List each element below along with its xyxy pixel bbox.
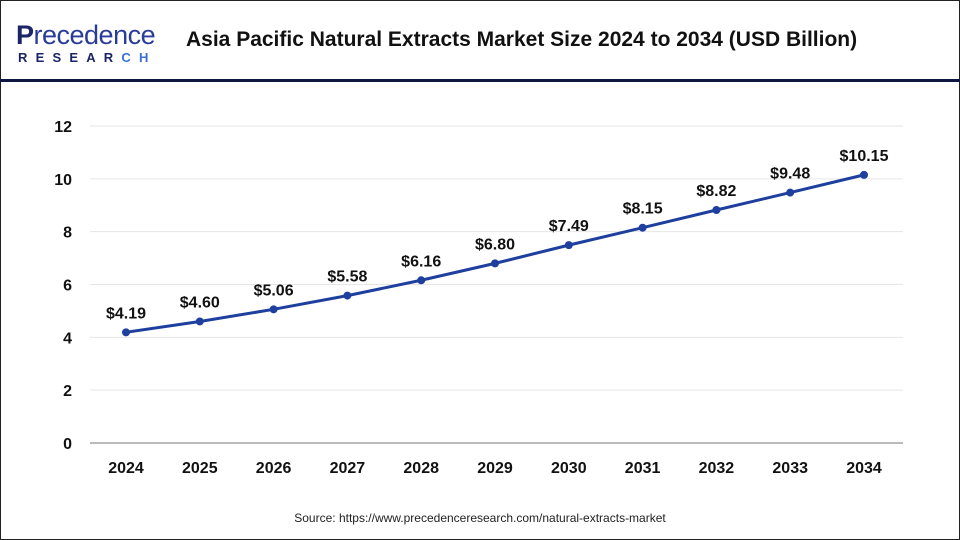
header-divider [0,79,960,82]
y-tick-label: 0 [63,436,72,453]
data-point [195,317,204,326]
header: Precedence RESEARCH Asia Pacific Natural… [0,0,960,80]
y-tick-label: 12 [54,119,72,136]
source-note: Source: https://www.precedenceresearch.c… [294,511,666,525]
precedence-research-logo: Precedence RESEARCH [16,20,161,65]
data-point [343,291,352,300]
series-line [125,173,865,334]
data-label: $4.19 [106,305,146,322]
data-point [491,259,499,268]
data-point [860,170,868,179]
data-label: $6.80 [475,236,515,253]
data-point [269,305,278,314]
data-point [712,206,721,215]
y-tick-label: 10 [54,172,72,189]
y-tick-label: 2 [63,383,72,400]
logo-main-text: Precedence [16,20,156,50]
y-tick-label: 6 [63,278,72,295]
data-point [786,188,795,197]
x-tick-label: 2032 [699,460,735,477]
data-label: $5.58 [327,269,367,286]
logo-sub-text: RESEARCH [18,50,157,65]
x-tick-label: 2034 [846,460,882,477]
data-label: $7.49 [549,218,589,235]
data-label: $9.48 [770,166,810,183]
x-tick-label: 2025 [182,460,218,477]
data-point [638,223,647,232]
x-tick-label: 2028 [403,460,439,477]
data-label: $8.15 [623,201,663,218]
x-tick-label: 2029 [477,460,513,477]
data-label: $4.60 [180,294,220,311]
x-tick-label: 2024 [108,460,144,477]
x-tick-label: 2027 [330,460,366,477]
y-tick-label: 4 [63,330,72,347]
chart-title: Asia Pacific Natural Extracts Market Siz… [186,28,858,51]
y-tick-label: 8 [63,225,72,242]
x-tick-label: 2026 [256,460,292,477]
data-label: $8.82 [696,183,736,200]
data-point [417,276,426,285]
data-point [122,328,130,337]
x-tick-label: 2031 [625,460,661,477]
data-label: $10.15 [840,148,889,165]
data-label: $6.16 [401,253,441,270]
x-tick-label: 2030 [551,460,587,477]
data-label: $5.06 [254,282,294,299]
x-tick-label: 2033 [772,460,808,477]
data-point [564,241,573,250]
